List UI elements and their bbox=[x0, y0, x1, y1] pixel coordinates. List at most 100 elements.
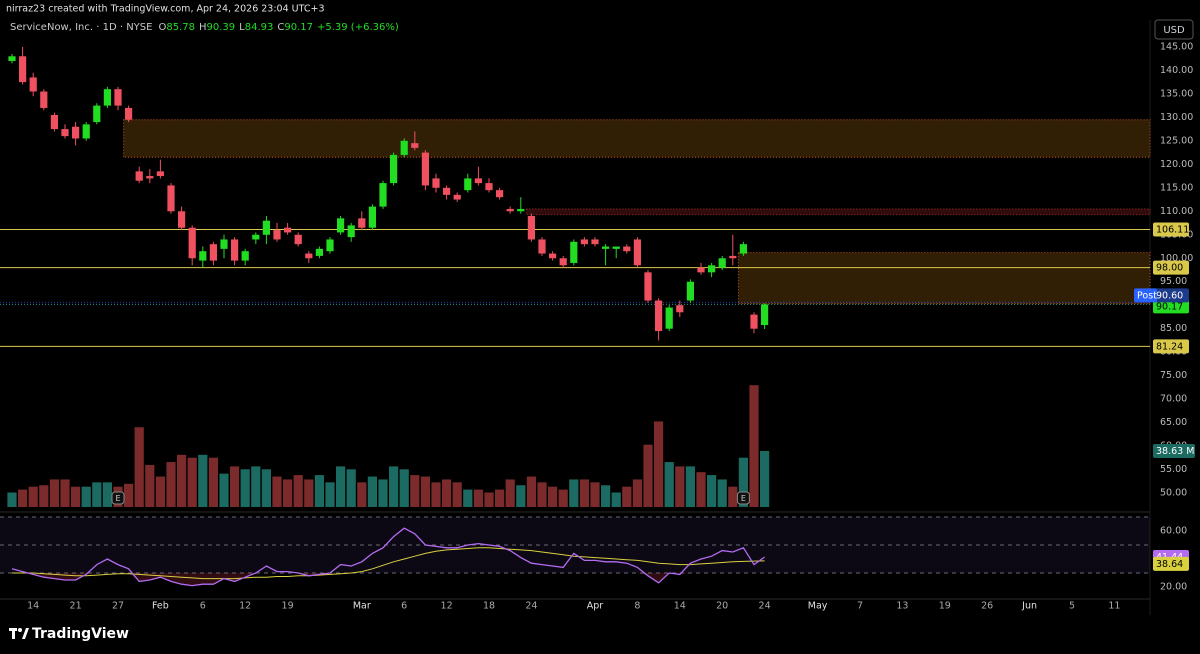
candle-body bbox=[29, 77, 37, 92]
candle-body bbox=[114, 89, 122, 106]
candle-body bbox=[305, 253, 313, 259]
x-tick-label: 14 bbox=[27, 601, 39, 612]
volume-bar bbox=[367, 476, 377, 507]
x-tick-label: 20 bbox=[716, 601, 728, 612]
candle-body bbox=[474, 178, 482, 184]
candle-body bbox=[93, 105, 101, 123]
candle-body bbox=[50, 114, 58, 130]
x-tick-label: 13 bbox=[896, 601, 908, 612]
volume-last-label-badge bbox=[1153, 443, 1195, 458]
candle-body bbox=[739, 244, 747, 254]
candle-body bbox=[708, 265, 716, 273]
candle-body bbox=[368, 206, 376, 228]
volume-bar bbox=[749, 385, 759, 507]
volume-bar bbox=[664, 462, 674, 507]
volume-bar bbox=[452, 482, 462, 507]
zone bbox=[525, 208, 1151, 216]
candle-body bbox=[443, 187, 451, 195]
level-label-badge bbox=[1153, 339, 1189, 354]
rsi-tick-label: 60.00 bbox=[1160, 526, 1187, 537]
legend-item: 84.93 bbox=[245, 22, 274, 33]
zone bbox=[737, 252, 1151, 305]
last-price-label-badge bbox=[1153, 299, 1189, 314]
last-price-label: 90.17 bbox=[1156, 301, 1183, 312]
candle-body bbox=[517, 208, 525, 212]
y-tick-label: 140.00 bbox=[1160, 65, 1193, 76]
candle-body bbox=[570, 241, 578, 263]
candle-body bbox=[623, 246, 631, 252]
volume-bar bbox=[145, 464, 155, 507]
x-tick-label: 19 bbox=[282, 601, 294, 612]
currency-button[interactable] bbox=[1154, 19, 1194, 40]
volume-bar bbox=[293, 475, 303, 507]
candle-body bbox=[178, 211, 186, 228]
candle-body bbox=[337, 218, 345, 233]
candle-body bbox=[82, 124, 90, 139]
post-price-label: 90.60 bbox=[1156, 290, 1183, 301]
volume-bar bbox=[399, 469, 409, 507]
volume-bar bbox=[346, 469, 356, 507]
candle-body bbox=[506, 208, 514, 212]
candle-body bbox=[686, 281, 694, 301]
x-tick-label: 24 bbox=[525, 601, 537, 612]
candle-body bbox=[676, 305, 684, 313]
candle-body bbox=[655, 300, 663, 332]
volume-bar bbox=[219, 473, 229, 507]
volume-bar bbox=[654, 421, 664, 507]
candle-body bbox=[326, 239, 334, 252]
x-tick-label: 24 bbox=[759, 601, 771, 612]
volume-bar bbox=[177, 454, 187, 507]
rsi-ma-last-label-badge bbox=[1153, 556, 1189, 571]
x-tick-label: May bbox=[808, 601, 828, 612]
y-tick-label: 95.00 bbox=[1160, 276, 1187, 287]
x-tick-label: 7 bbox=[857, 601, 863, 612]
volume-bar bbox=[569, 479, 579, 507]
legend: ServiceNow, Inc. · 1D · NYSE O85.78 H90.39… bbox=[10, 22, 399, 33]
candle-body bbox=[602, 246, 610, 249]
rsi-tick-label: 20.00 bbox=[1160, 581, 1187, 592]
candle-body bbox=[103, 89, 111, 106]
post-name: Post bbox=[1137, 290, 1157, 301]
volume-bar bbox=[124, 483, 134, 507]
candle-body bbox=[252, 234, 260, 240]
level-label: 98.00 bbox=[1156, 263, 1183, 274]
y-tick-label: 65.00 bbox=[1160, 417, 1187, 428]
volume-bar bbox=[357, 482, 367, 507]
candle-body bbox=[432, 178, 440, 188]
candle-body bbox=[379, 183, 387, 207]
volume-bar bbox=[71, 486, 81, 507]
currency[interactable]: USD bbox=[1163, 25, 1185, 36]
candle-body bbox=[750, 314, 758, 329]
candle-body bbox=[644, 272, 652, 301]
volume-bar bbox=[81, 486, 91, 507]
volume-bar bbox=[410, 475, 420, 507]
y-tick-label: 75.00 bbox=[1160, 370, 1187, 381]
zone bbox=[123, 119, 1151, 158]
candle-body bbox=[400, 140, 408, 155]
y-tick-label: 55.00 bbox=[1160, 464, 1187, 475]
candle-body bbox=[209, 244, 217, 261]
legend-item: 85.78 bbox=[166, 22, 195, 33]
brand: TradingView bbox=[32, 626, 129, 642]
y-tick-label: 100.00 bbox=[1160, 253, 1193, 264]
x-tick-label: 8 bbox=[634, 601, 640, 612]
volume-bar bbox=[314, 475, 324, 507]
y-tick-label: 50.00 bbox=[1160, 488, 1187, 499]
candle-body bbox=[294, 234, 302, 245]
volume-bar bbox=[484, 492, 494, 507]
volume-bar bbox=[431, 482, 441, 507]
y-tick-label: 125.00 bbox=[1160, 135, 1193, 146]
y-tick-label: 145.00 bbox=[1160, 41, 1193, 52]
candle-body bbox=[199, 251, 207, 261]
volume-bar bbox=[102, 482, 112, 507]
candle-body bbox=[61, 129, 69, 137]
candle-body bbox=[633, 239, 641, 266]
legend-item: L bbox=[239, 22, 245, 33]
rsi-ma-last-label: 38.64 bbox=[1156, 559, 1183, 570]
level-label: 81.24 bbox=[1156, 341, 1183, 352]
volume-bar bbox=[738, 457, 748, 507]
volume-bar bbox=[251, 466, 261, 507]
candle-body bbox=[559, 258, 567, 266]
candle-body bbox=[496, 190, 504, 198]
volume-bar bbox=[495, 489, 505, 507]
